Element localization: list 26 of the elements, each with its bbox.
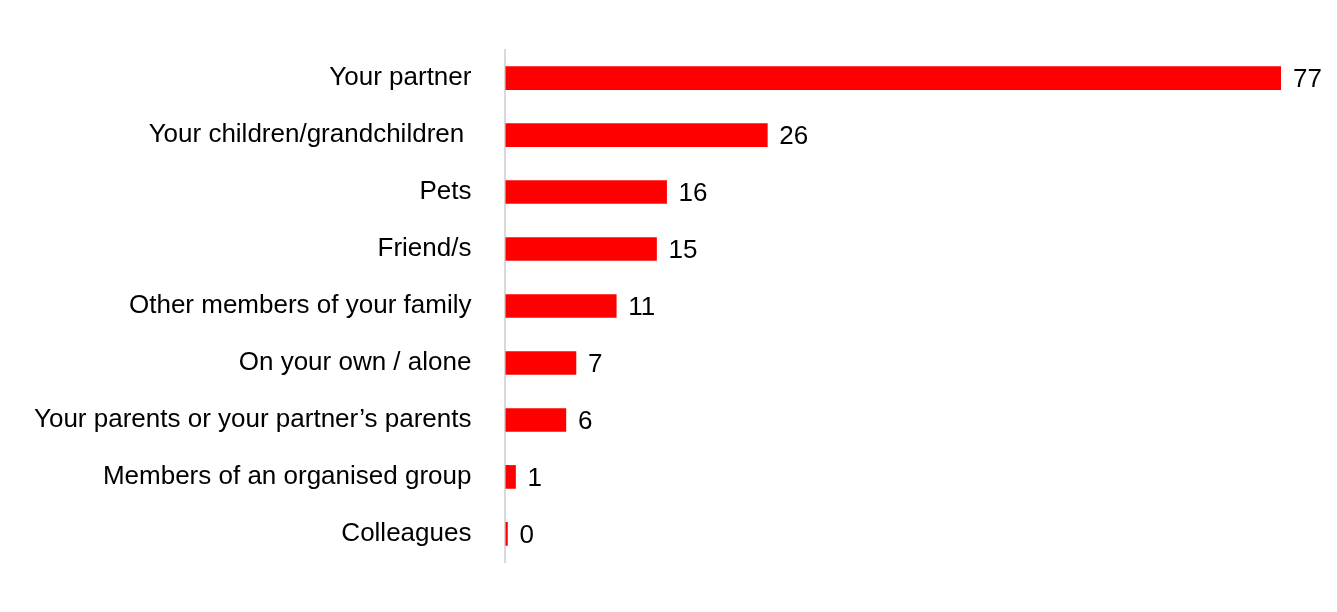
data-label: 0 [519,519,534,550]
y-tick-label: Your parents or your partner’s parents [33,403,472,434]
y-tick-label: Other members of your family [129,289,472,320]
bar [505,408,567,432]
bar [505,294,617,318]
bar [505,351,577,375]
bar [505,123,768,147]
y-tick-label: On your own / alone [238,346,472,377]
data-label: 6 [577,405,593,436]
data-label: 1 [527,462,542,493]
y-tick-label: Your children/grandchildren [148,118,472,149]
data-label: 77 [1293,63,1322,94]
data-label: 26 [779,120,809,151]
data-label: 7 [587,348,603,379]
bar [505,237,657,261]
data-label: 16 [678,177,708,208]
y-tick-label: Friend/s [377,232,472,263]
bar [505,465,516,489]
y-tick-label: Members of an organised group [102,460,472,491]
y-tick-label: Your partner [329,61,472,92]
y-tick-label: Colleagues [341,517,472,548]
bar [505,66,1281,90]
y-tick-label: Pets [419,175,472,206]
data-label: 15 [668,234,698,265]
data-label: 11 [628,291,656,322]
bar [505,180,667,204]
